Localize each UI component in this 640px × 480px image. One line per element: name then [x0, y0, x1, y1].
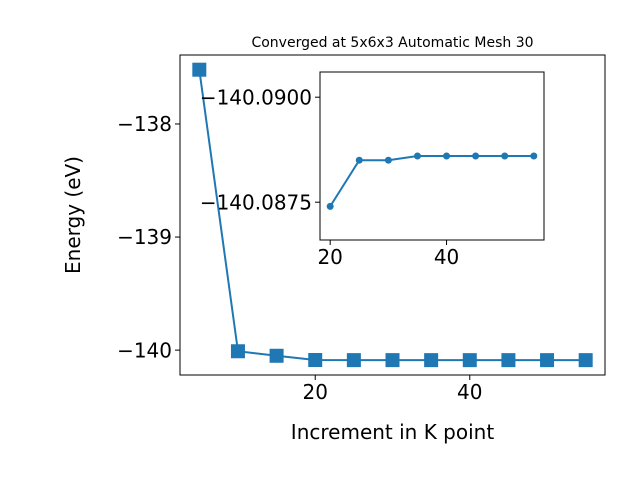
y-tick-label: −140.0900 — [200, 85, 312, 109]
marker — [355, 156, 363, 164]
marker — [269, 348, 284, 363]
marker — [192, 62, 207, 77]
marker — [472, 152, 480, 160]
marker — [462, 353, 477, 368]
x-tick-label: 20 — [303, 380, 328, 404]
marker — [540, 353, 555, 368]
marker — [346, 353, 361, 368]
chart-title: Converged at 5x6x3 Automatic Mesh 30 — [251, 35, 533, 51]
x-tick-label: 20 — [317, 245, 342, 269]
marker — [443, 152, 451, 160]
y-tick-label: −138 — [117, 112, 172, 136]
y-tick-label: −140.0875 — [200, 190, 312, 214]
marker — [326, 202, 334, 210]
marker — [501, 152, 509, 160]
x-axis-label: Increment in K point — [291, 420, 495, 444]
y-tick-label: −139 — [117, 225, 172, 249]
x-tick-label: 40 — [457, 380, 482, 404]
marker — [501, 353, 516, 368]
axes-frame — [179, 54, 606, 376]
marker — [424, 353, 439, 368]
axes-frame — [319, 71, 545, 241]
data-line — [329, 155, 534, 207]
marker — [413, 152, 421, 160]
y-tick-label: −140 — [117, 338, 172, 362]
x-tick-label: 40 — [434, 245, 459, 269]
marker — [385, 353, 400, 368]
marker — [530, 152, 538, 160]
y-axis-label: Energy (eV) — [61, 156, 85, 274]
marker — [384, 156, 392, 164]
marker — [578, 353, 593, 368]
marker — [308, 353, 323, 368]
marker — [230, 344, 245, 359]
